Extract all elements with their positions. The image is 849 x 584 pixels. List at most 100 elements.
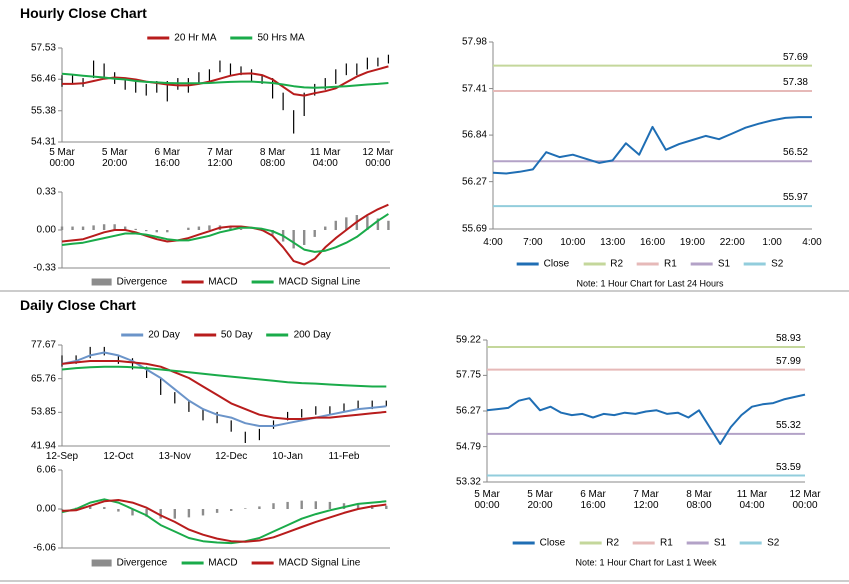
divergence-bar — [300, 500, 303, 509]
y-tick-label: 53.32 — [455, 476, 481, 488]
series-line — [61, 365, 387, 388]
legend-swatch — [91, 559, 112, 567]
y-tick-label: 0.00 — [36, 503, 56, 515]
x-tick-label: 10:00 — [560, 237, 586, 248]
divergence-bar — [131, 509, 134, 516]
x-tick-label: 12 Mar 00:00 — [362, 147, 394, 169]
x-tick-label: 6 Mar 16:00 — [154, 147, 181, 169]
y-tick-label: -6.06 — [33, 542, 56, 554]
legend-swatch — [686, 541, 709, 545]
level-label: 55.32 — [775, 419, 801, 431]
legend-swatch — [193, 333, 216, 337]
legend-label: S2 — [767, 537, 780, 549]
divergence-bar — [230, 509, 233, 511]
x-tick-label: 5 Mar 20:00 — [101, 147, 128, 169]
x-tick-label: 12 Mar 00:00 — [789, 489, 821, 511]
x-tick-label: 13:00 — [600, 237, 626, 248]
legend-item: Close — [516, 258, 570, 270]
divergence-bar — [187, 509, 191, 518]
legend-item: R2 — [579, 538, 619, 549]
legend-label: Divergence — [116, 557, 168, 569]
legend-label: 20 Day — [148, 329, 180, 341]
legend-item: R1 — [637, 259, 677, 270]
divergence-bar — [292, 230, 295, 249]
y-tick-label: 65.76 — [30, 373, 56, 385]
x-tick-label: 19:00 — [679, 237, 705, 248]
x-tick-label: 7 Mar 12:00 — [633, 489, 659, 511]
y-tick-label: 55.69 — [461, 223, 487, 235]
series-line — [62, 65, 389, 97]
divergence-bar — [197, 226, 201, 230]
level-label: 55.97 — [782, 192, 808, 204]
y-tick-label: 57.75 — [455, 369, 481, 381]
divergence-bar — [60, 509, 64, 511]
x-tick-label: 13-Nov — [158, 451, 191, 462]
x-tick-label: 6 Mar 16:00 — [580, 489, 606, 511]
divergence-bar — [60, 226, 64, 230]
legend-swatch — [121, 333, 144, 337]
divergence-bar — [166, 230, 169, 233]
divergence-bar — [173, 509, 176, 519]
legend-label: 50 Day — [220, 329, 253, 341]
legend-label: R2 — [606, 537, 620, 549]
divergence-bar — [366, 216, 369, 230]
legend-item: R2 — [583, 259, 623, 270]
legend-swatch — [230, 36, 253, 40]
divergence-bar — [123, 226, 127, 230]
legend: Close R2 R1 S1 S2 — [512, 537, 780, 549]
series-line — [486, 393, 806, 445]
divergence-bar — [271, 230, 274, 235]
divergence-bar — [81, 226, 85, 230]
y-tick-label: 56.84 — [461, 129, 487, 141]
x-tick-label: 7 Mar 12:00 — [207, 147, 233, 169]
legend-item: S1 — [690, 258, 731, 270]
level-label: 56.52 — [782, 147, 808, 159]
legend-swatch — [512, 541, 535, 545]
legend-swatch — [181, 561, 204, 565]
legend-swatch — [744, 262, 767, 266]
divergence-bar — [89, 505, 92, 509]
legend-item: Close — [512, 538, 565, 549]
legend-swatch — [181, 280, 204, 284]
legend-item: MACD — [181, 277, 238, 288]
legend-item: 20 Day — [121, 330, 180, 341]
series-line — [492, 116, 812, 175]
divergence-bar — [302, 230, 306, 245]
legend-item: Divergence — [91, 277, 167, 288]
legend: 20 Day 50 Day 200 Day — [121, 330, 331, 341]
legend-label: Close — [543, 258, 570, 270]
y-tick-label: 0.00 — [36, 224, 56, 236]
legend-item: Divergence — [91, 557, 168, 569]
y-tick-label: 53.85 — [30, 406, 56, 418]
divergence-bar — [258, 506, 261, 509]
divergence-bar — [385, 505, 388, 509]
x-tick-label: 10-Jan — [272, 451, 303, 462]
y-tick-label: -0.33 — [33, 262, 56, 274]
chart-note: Note: 1 Hour Chart for Last 1 Week — [575, 557, 717, 568]
legend-swatch — [579, 541, 602, 545]
legend-label: MACD Signal Line — [278, 557, 361, 569]
divergence-bar — [229, 226, 232, 230]
x-tick-label: 1:00 — [762, 237, 782, 248]
series-line — [61, 498, 387, 545]
y-tick-label: 59.22 — [455, 334, 481, 346]
legend-label: S1 — [713, 537, 727, 549]
divergence-bar — [314, 501, 317, 509]
divergence-bar — [286, 501, 289, 509]
divergence-bar — [356, 503, 360, 509]
legend-label: 20 Hr MA — [174, 32, 217, 44]
section-title: Hourly Close Chart — [20, 5, 147, 21]
y-tick-label: 56.46 — [30, 73, 56, 85]
divergence-bar — [345, 217, 348, 230]
legend: 20 Hr MA 50 Hrs MA — [147, 32, 305, 44]
legend-label: S1 — [717, 258, 731, 270]
x-tick-label: 5 Mar 00:00 — [474, 489, 500, 511]
divergence-bar — [92, 225, 95, 230]
legend-item: MACD Signal Line — [251, 557, 361, 569]
legend-item: S1 — [686, 537, 727, 549]
x-tick-label: 4:00 — [802, 237, 822, 248]
y-tick-label: 57.53 — [30, 42, 56, 54]
legend-item: 50 Hrs MA — [230, 33, 305, 44]
legend-label: 200 Day — [293, 329, 331, 341]
